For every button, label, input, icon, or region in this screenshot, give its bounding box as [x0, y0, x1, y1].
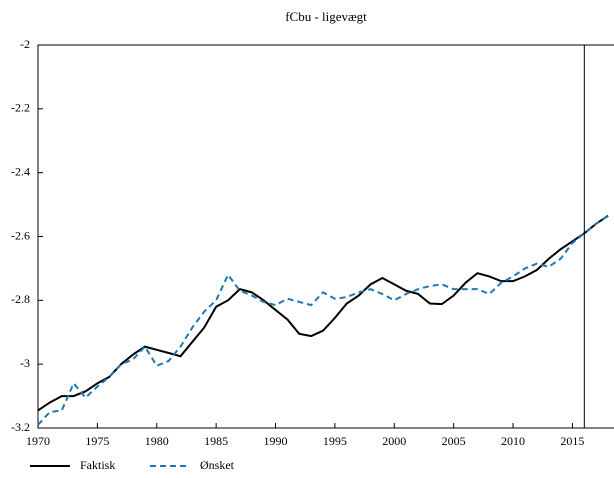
- chart-title: fCbu - ligevægt: [285, 9, 367, 24]
- x-tick-label: 1970: [26, 434, 50, 448]
- x-tick-label: 1990: [264, 434, 288, 448]
- x-tick-label: 2005: [442, 434, 466, 448]
- y-tick-label: -2.8: [11, 292, 30, 306]
- x-tick-label: 1975: [85, 434, 109, 448]
- y-tick-label: -2.4: [11, 164, 30, 178]
- y-tick-label: -3.2: [11, 420, 30, 434]
- legend-label: Ønsket: [200, 458, 235, 472]
- plot-frame: [37, 44, 614, 429]
- x-tick-label: 2010: [501, 434, 525, 448]
- data-line: [37, 214, 609, 426]
- y-tick-label: -2.2: [11, 101, 30, 115]
- x-tick-label: 1995: [323, 434, 347, 448]
- x-tick-label: 2015: [560, 434, 584, 448]
- data-line: [37, 214, 609, 412]
- y-tick-label: -3: [20, 356, 30, 370]
- x-tick-label: 1985: [204, 434, 228, 448]
- x-tick-label: 1980: [145, 434, 169, 448]
- y-tick-label: -2: [20, 37, 30, 51]
- x-tick-label: 2000: [382, 434, 406, 448]
- legend-label: Faktisk: [80, 458, 115, 472]
- y-tick-label: -2.6: [11, 228, 30, 242]
